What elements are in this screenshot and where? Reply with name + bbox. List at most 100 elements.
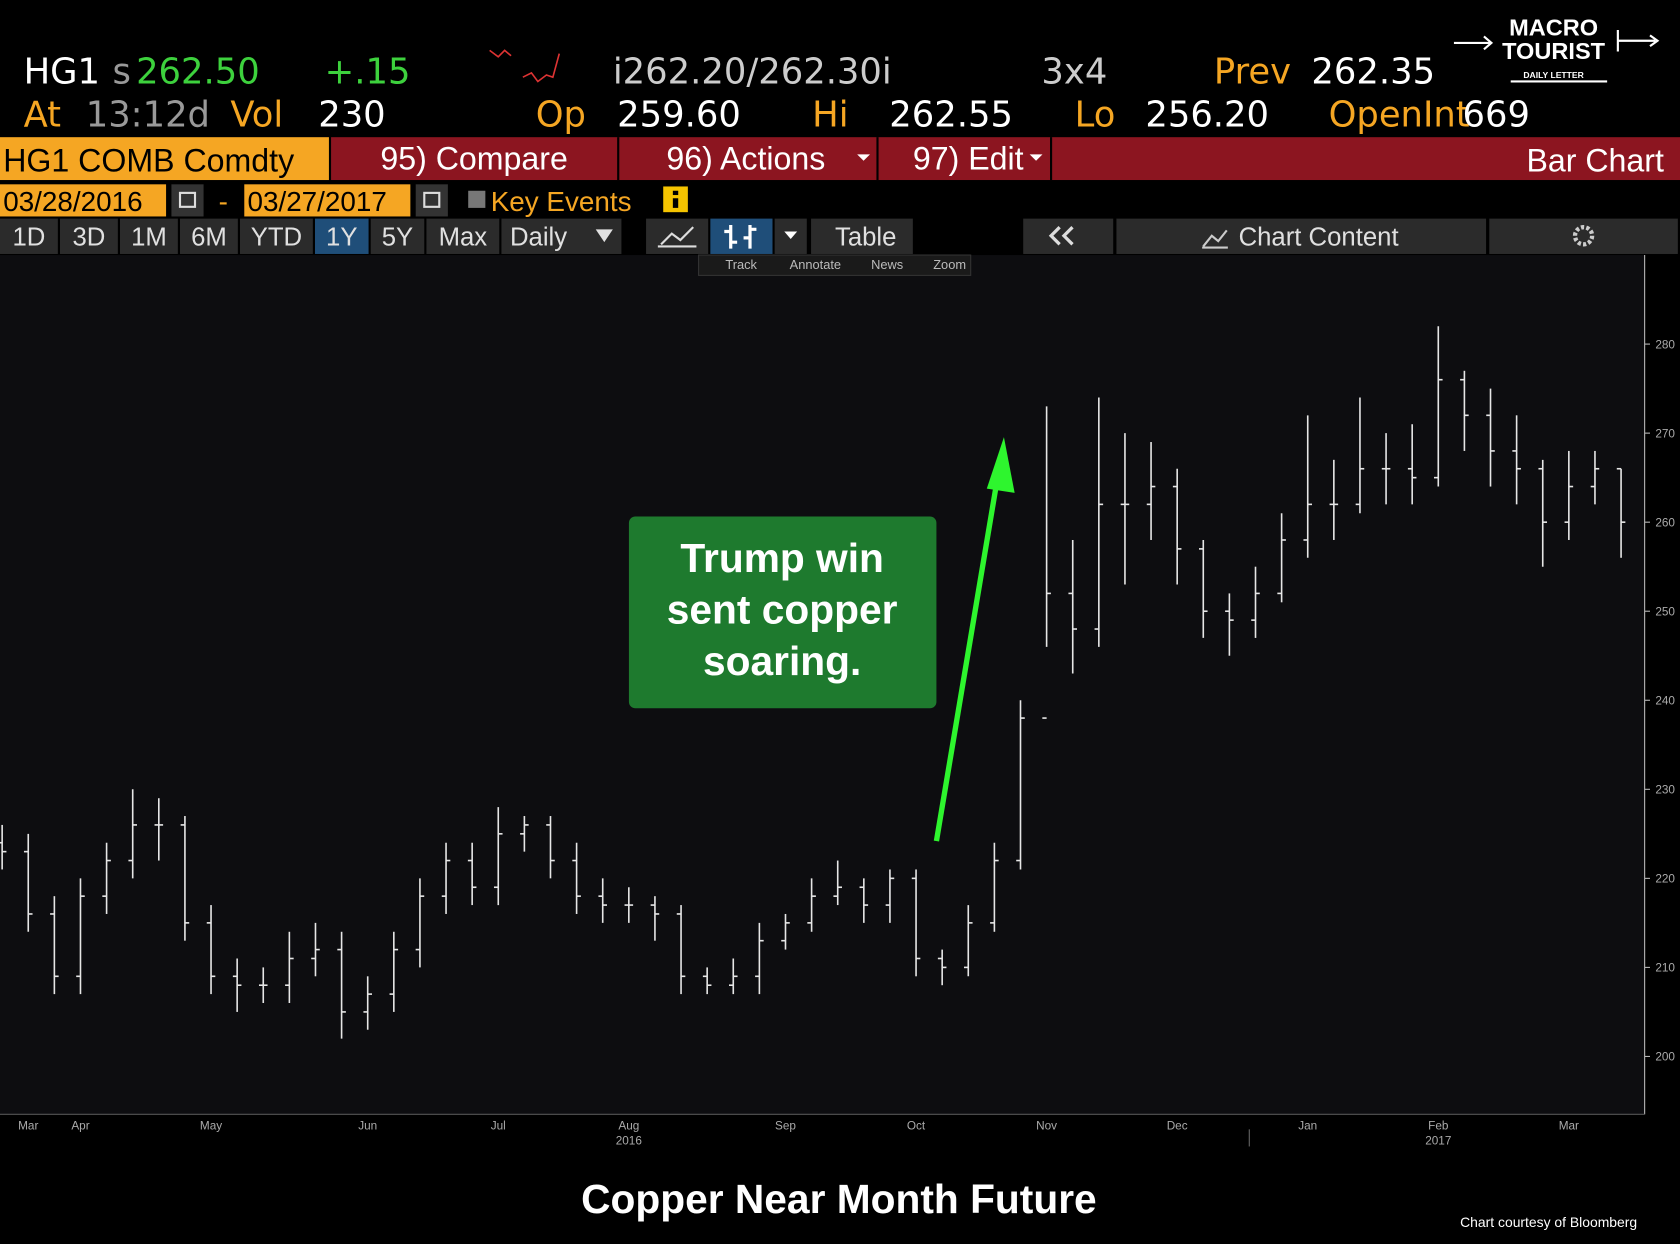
period-label[interactable]: Max (439, 223, 488, 251)
period-button[interactable] (370, 218, 425, 254)
collapse-icon (1048, 226, 1074, 246)
menu-edit[interactable]: 97) Edit (913, 140, 1024, 176)
menu-actions[interactable]: 96) Actions (666, 140, 825, 176)
y-tick-label: 270 (1655, 427, 1675, 440)
x-tick-label: Aug (618, 1119, 639, 1132)
open: 259.60 (617, 94, 741, 135)
y-tick-label: 220 (1655, 873, 1675, 886)
y-tick-label: 240 (1655, 695, 1675, 708)
tool-zoom[interactable]: Zoom (933, 257, 966, 272)
prev-label: Prev (1214, 52, 1291, 93)
x-tick-label: Sep (775, 1119, 796, 1132)
annotation-line: soaring. (703, 638, 861, 684)
period-button[interactable] (60, 218, 118, 254)
menu-separators (617, 137, 1053, 181)
period-label[interactable]: 6M (191, 223, 227, 251)
period-button[interactable] (0, 218, 58, 254)
table-button[interactable] (811, 218, 913, 254)
period-label[interactable]: 1Y (326, 223, 357, 251)
credit: Chart courtesy of Bloomberg (1460, 1214, 1637, 1230)
period-button[interactable] (426, 218, 500, 254)
table-label[interactable]: Table (835, 223, 896, 251)
info-glyph (672, 198, 679, 208)
size: 3x4 (1041, 52, 1107, 93)
security-box[interactable] (0, 137, 329, 181)
x-tick-label: Feb (1428, 1119, 1449, 1132)
settings-button[interactable] (1489, 218, 1678, 254)
line-icon (657, 226, 697, 248)
y-tick-label: 250 (1655, 606, 1675, 619)
quote-row: HG1 s 262.50 +.15 i262.20/262.30i 3x4 Pr… (24, 49, 1435, 93)
y-tick-label: 230 (1655, 784, 1675, 797)
period-button[interactable] (120, 218, 178, 254)
price: 262.50 (136, 52, 260, 93)
logo-arrows (1453, 30, 1660, 83)
chart-content-icon (1202, 229, 1228, 249)
tool-news[interactable]: News (871, 257, 903, 272)
logo-line: MACRO (1509, 14, 1598, 40)
chart-content-label[interactable]: Chart Content (1239, 223, 1399, 251)
calendar-icon (178, 191, 197, 208)
collapse-button[interactable] (1023, 218, 1114, 254)
info-glyph (672, 190, 679, 196)
period-label[interactable]: 5Y (382, 223, 413, 251)
x-year-label: 2016 (616, 1134, 643, 1147)
oi: 669 (1463, 94, 1530, 135)
x-year-label: 2017 (1425, 1134, 1451, 1147)
period-label[interactable]: 1M (131, 223, 167, 251)
checkbox[interactable] (468, 190, 486, 208)
period-label[interactable]: 1D (12, 223, 45, 251)
x-tick-label: May (200, 1119, 222, 1132)
security[interactable]: HG1 COMB Comdty (3, 142, 294, 178)
start-date[interactable]: 03/28/2016 (3, 186, 142, 217)
at-label: At (24, 94, 62, 135)
bid-ask: i262.20/262.30i (613, 52, 892, 93)
high-label: Hi (812, 94, 848, 135)
calendar-button[interactable] (415, 184, 448, 217)
annotation-line: sent copper (667, 587, 898, 633)
start-date-box[interactable] (0, 184, 167, 217)
tool-annotate[interactable]: Annotate (790, 257, 841, 272)
tool-track[interactable]: Track (725, 257, 757, 272)
open-label: Op (536, 94, 586, 135)
calendar-button[interactable] (171, 184, 204, 217)
x-tick-label: Jul (491, 1119, 506, 1132)
menu-view[interactable]: Bar Chart (1526, 142, 1664, 178)
dropdown-arrow (784, 231, 798, 239)
y-tick-label: 210 (1655, 962, 1675, 975)
logo-line: TOURIST (1502, 38, 1606, 64)
bar-icon (724, 225, 757, 249)
x-tick-label: Jun (358, 1119, 377, 1132)
key-events[interactable]: Key Events (491, 186, 632, 217)
sparkline (489, 49, 561, 83)
logo: MACRO TOURIST DAILY LETTER (1453, 14, 1660, 83)
y-tick-label: 280 (1655, 338, 1675, 351)
annotation: Trump win sent copper soaring. (667, 535, 898, 684)
period-button[interactable] (315, 218, 369, 254)
bar-button[interactable] (710, 218, 773, 254)
annotation-arrow (933, 471, 1002, 842)
period-button[interactable] (180, 218, 238, 254)
x-tick-label: Mar (1559, 1119, 1579, 1132)
settings-icon (1572, 225, 1595, 247)
change: +.15 (325, 52, 411, 93)
logo-line: DAILY LETTER (1523, 70, 1584, 80)
menu-bar (331, 137, 1680, 181)
period-button[interactable] (240, 218, 313, 254)
stats-row: At 13:12d Vol 230 Op 259.60 Hi 262.55 Lo… (24, 94, 1530, 135)
frequency-arrow (595, 229, 613, 243)
line-button[interactable] (646, 218, 709, 254)
chart-content-button[interactable] (1116, 218, 1487, 254)
x-tick-label: Dec (1167, 1119, 1188, 1132)
arrow-head (986, 437, 1015, 493)
menu-compare[interactable]: 95) Compare (380, 140, 567, 176)
low-label: Lo (1075, 94, 1116, 135)
frequency-label[interactable]: Daily (510, 223, 567, 251)
end-date[interactable]: 03/27/2017 (247, 186, 386, 217)
x-tick-label: Oct (907, 1119, 926, 1132)
annotation-line: Trump win (680, 535, 884, 581)
end-date-box[interactable] (244, 184, 411, 217)
period-label[interactable]: YTD (251, 223, 302, 251)
period-label[interactable]: 3D (72, 223, 105, 251)
